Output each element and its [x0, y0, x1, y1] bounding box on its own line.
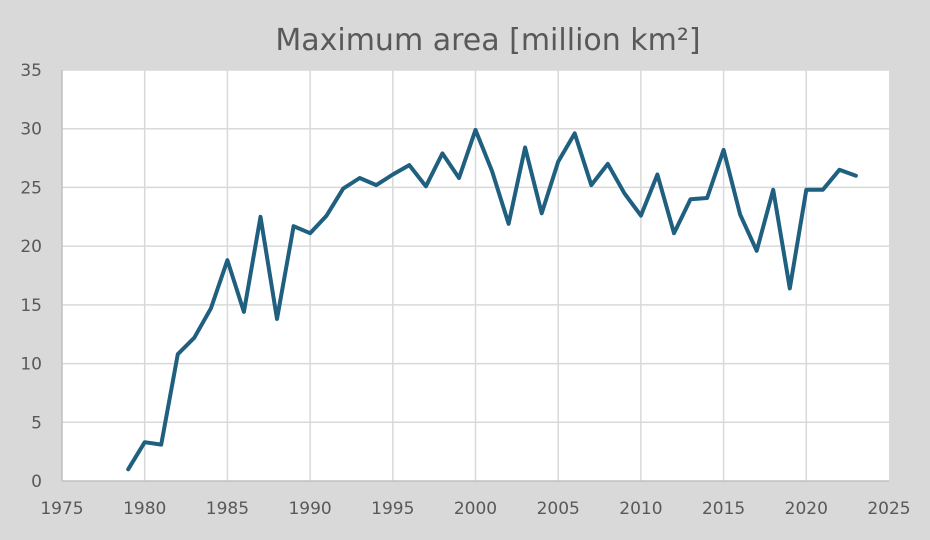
x-tick-label: 1980	[123, 499, 166, 519]
y-tick-label: 0	[31, 472, 42, 492]
y-tick-label: 15	[20, 296, 42, 316]
y-tick-label: 35	[20, 61, 42, 81]
x-tick-label: 2015	[702, 499, 745, 519]
x-tick-label: 1995	[371, 499, 414, 519]
y-tick-label: 25	[20, 178, 42, 198]
x-tick-label: 1990	[288, 499, 331, 519]
x-tick-label: 2010	[619, 499, 662, 519]
x-tick-label: 2020	[785, 499, 828, 519]
y-tick-label: 10	[20, 355, 42, 375]
y-tick-label: 30	[20, 120, 42, 140]
y-tick-label: 5	[31, 413, 42, 433]
chart-title: Maximum area [million km²]	[275, 23, 700, 58]
axes	[61, 70, 889, 482]
series-layer	[126, 127, 858, 472]
x-tick-label: 2025	[867, 499, 910, 519]
x-tick-label: 1985	[206, 499, 249, 519]
series-line	[126, 127, 858, 472]
x-tick-label: 2000	[454, 499, 497, 519]
x-tick-label: 1975	[40, 499, 83, 519]
gridlines	[62, 69, 889, 481]
x-tick-label: 2005	[537, 499, 580, 519]
y-tick-label: 20	[20, 237, 42, 257]
